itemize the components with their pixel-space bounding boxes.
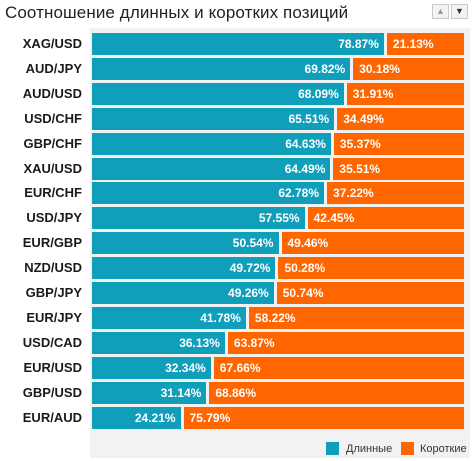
bar-short[interactable]: 35.37% [333,132,464,155]
value-label-short: 35.51% [339,161,381,176]
bar-long[interactable]: 31.14% [92,381,207,404]
value-label-long: 49.26% [228,286,269,300]
value-label-short: 30.18% [359,61,400,76]
legend-swatch-short [401,442,414,455]
bar-short[interactable]: 68.86% [209,381,464,404]
value-label-short: 49.46% [287,236,329,251]
bar-short[interactable]: 50.28% [278,257,464,280]
value-label-short: 75.79% [189,410,231,425]
category-label: EUR/USD [23,359,82,375]
value-label-long: 32.34% [165,360,206,375]
category-label: GBP/CHF [23,135,83,151]
value-label-short: 37.22% [333,186,374,201]
bar-long[interactable]: 64.49% [92,157,331,180]
bar-long[interactable]: 32.34% [92,356,211,379]
category-label: USD/JPY [26,210,82,226]
bar-long[interactable]: 69.82% [92,57,351,80]
bar-long[interactable]: 64.63% [92,132,331,155]
legend-label-short: Короткие [420,443,467,455]
bar-long[interactable]: 24.21% [92,406,181,429]
sort-down-icon[interactable]: ▼ [451,4,468,19]
value-label-long: 49.72% [229,261,271,276]
bar-short[interactable]: 75.79% [183,406,464,429]
category-label: USD/CHF [24,110,82,126]
category-label: EUR/CHF [24,185,82,201]
chart-title: Соотношение длинных и коротких позиций [5,3,349,22]
value-label-long: 78.87% [338,37,379,51]
bar-short[interactable]: 34.49% [337,107,464,130]
value-label-short: 42.45% [313,211,355,226]
value-label-long: 65.51% [288,111,330,126]
bar-long[interactable]: 49.72% [92,257,276,280]
value-label-short: 21.13% [392,37,434,51]
sort-up-icon[interactable]: ▲ [432,4,449,19]
value-label-short: 58.22% [254,310,296,325]
value-label-long: 64.49% [284,161,326,176]
bar-short[interactable]: 35.51% [333,157,464,180]
value-label-short: 63.87% [233,335,275,350]
value-label-short: 31.91% [352,86,394,101]
category-label: AUD/JPY [25,60,82,76]
category-label: XAU/USD [23,160,82,176]
bar-long[interactable]: 57.55% [92,207,305,230]
bar-long[interactable]: 65.51% [92,107,335,130]
value-label-long: 69.82% [304,61,346,76]
bar-long[interactable]: 41.78% [92,306,246,329]
bar-short[interactable]: 21.13% [386,33,464,55]
category-label: EUR/GBP [22,235,82,251]
category-label: GBP/JPY [25,285,82,300]
value-label-short: 34.49% [343,111,384,126]
bar-long[interactable]: 50.54% [92,232,279,255]
value-label-short: 35.37% [339,136,381,151]
bar-short[interactable]: 67.66% [213,356,464,379]
value-label-short: 67.66% [219,360,261,375]
bar-long[interactable]: 36.13% [92,331,225,354]
bar-short[interactable]: 31.91% [346,82,464,105]
category-label: AUD/USD [22,85,82,101]
category-label: GBP/USD [22,384,82,400]
bar-long[interactable]: 62.78% [92,182,325,205]
bar-short[interactable]: 50.74% [276,282,464,304]
bar-short[interactable]: 42.45% [307,207,464,230]
category-label: USD/CAD [22,334,82,350]
bar-short[interactable]: 37.22% [327,182,464,205]
value-label-long: 64.63% [285,136,326,151]
value-label-long: 68.09% [298,86,339,101]
category-label: XAG/USD [22,36,82,51]
value-label-short: 68.86% [215,385,257,400]
bar-long[interactable]: 49.26% [92,282,274,304]
value-label-long: 50.54% [232,236,274,251]
bar-short[interactable]: 58.22% [248,306,464,329]
value-label-short: 50.28% [284,261,326,276]
category-label: NZD/USD [24,260,82,276]
value-label-long: 31.14% [160,385,202,400]
bar-short[interactable]: 63.87% [227,331,464,354]
value-label-short: 50.74% [282,286,324,300]
value-label-long: 62.78% [278,186,320,201]
value-label-long: 41.78% [200,310,241,325]
value-label-long: 57.55% [258,211,300,226]
value-label-long: 24.21% [134,410,176,425]
value-label-long: 36.13% [179,335,220,350]
bar-short[interactable]: 30.18% [353,57,464,80]
bar-long[interactable]: 78.87% [92,33,384,55]
category-label: EUR/AUD [22,409,82,425]
bar-short[interactable]: 49.46% [281,232,464,255]
legend-swatch-long [326,442,339,455]
category-label: EUR/JPY [26,309,82,325]
legend-label-long: Длинные [346,443,393,455]
bar-long[interactable]: 68.09% [92,82,344,105]
